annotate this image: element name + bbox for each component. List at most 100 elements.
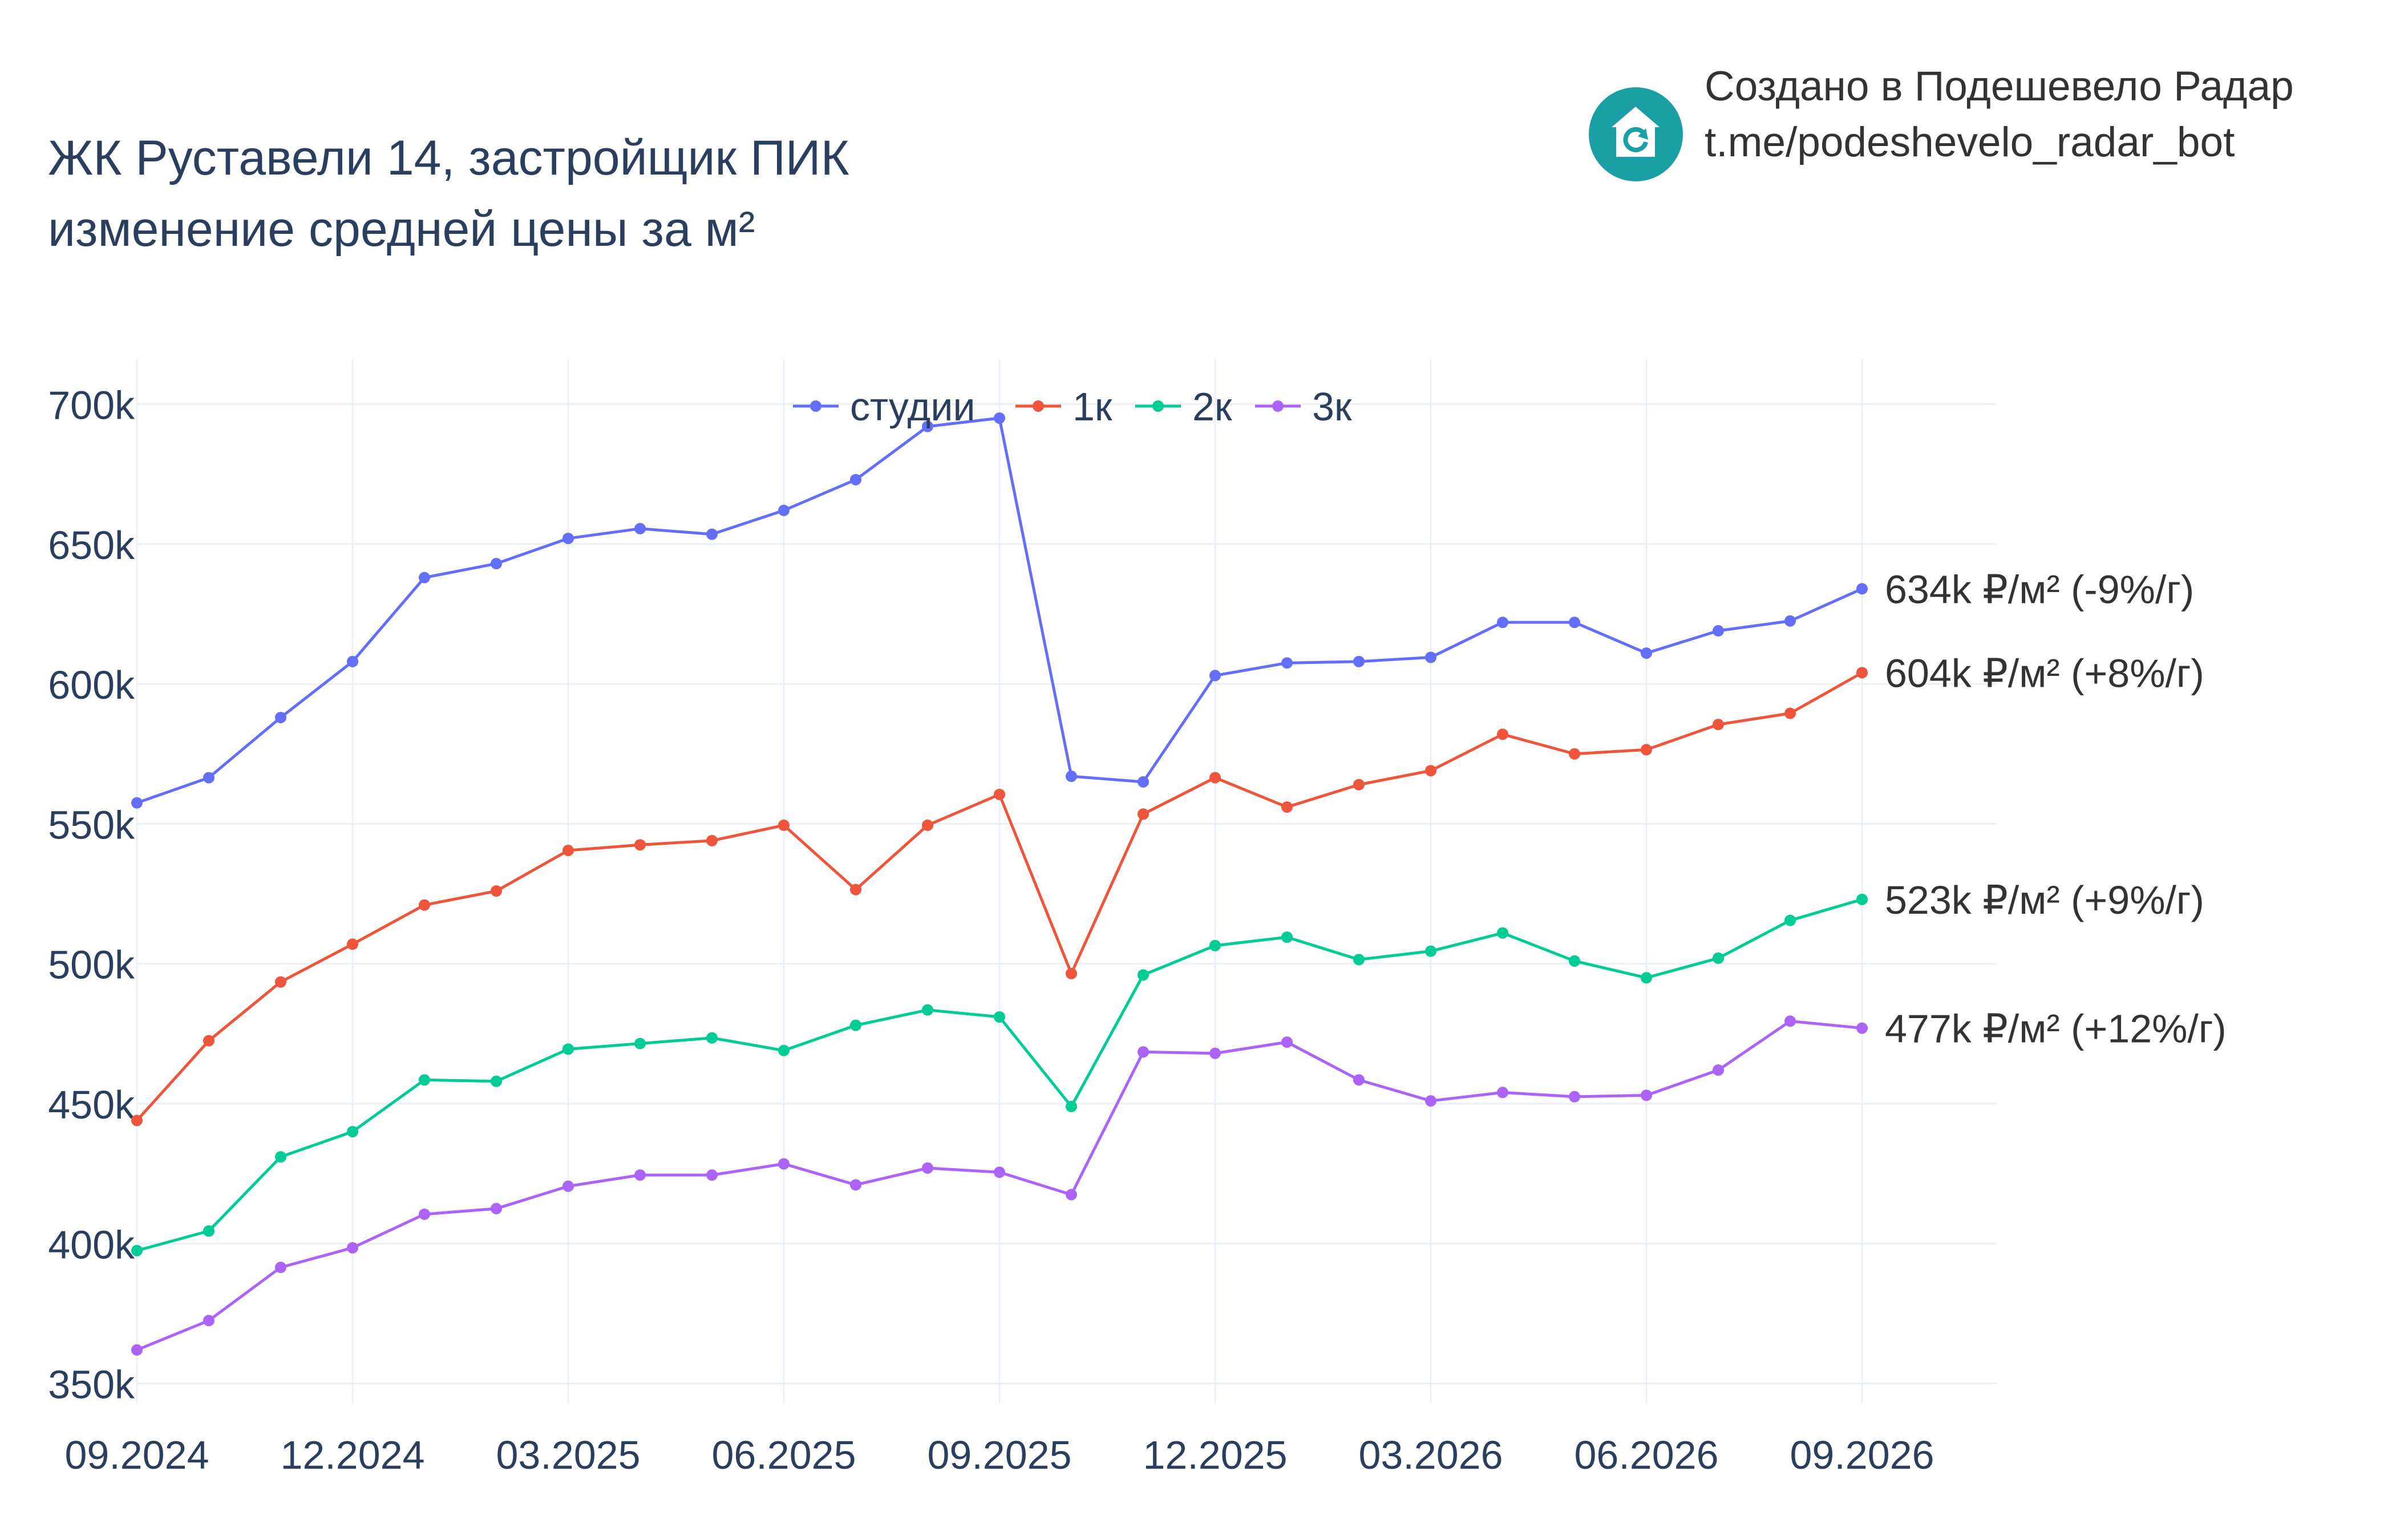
series-2 <box>131 893 1868 1257</box>
legend-label: 1к <box>1072 384 1112 429</box>
y-tick-label: 700k <box>48 383 135 427</box>
data-point <box>1066 967 1077 979</box>
data-point <box>1713 719 1724 731</box>
x-tick-label: 12.2024 <box>280 1433 424 1477</box>
x-tick-label: 03.2025 <box>496 1433 640 1477</box>
title-line-1: ЖК Руставели 14, застройщик ПИК <box>48 131 849 185</box>
data-point <box>1353 779 1365 791</box>
data-point <box>491 885 502 897</box>
data-point <box>1497 1087 1508 1099</box>
data-point <box>1641 744 1652 756</box>
data-point <box>994 1011 1005 1023</box>
data-point <box>850 1179 861 1191</box>
data-point <box>1569 617 1580 629</box>
data-point <box>1856 1022 1868 1034</box>
series-1 <box>131 667 1868 1126</box>
y-tick-label: 350k <box>48 1363 135 1407</box>
grid-layer <box>136 359 1997 1403</box>
data-point <box>1138 969 1149 981</box>
end-value-label: 523k ₽/м² (+9%/г) <box>1885 878 2204 922</box>
data-point <box>778 1044 790 1056</box>
data-point <box>1641 1089 1652 1101</box>
data-point <box>1281 801 1293 813</box>
data-point <box>419 1208 430 1220</box>
legend-item[interactable]: студии <box>793 384 976 429</box>
data-point <box>1138 776 1149 788</box>
legend-swatch-marker <box>1152 400 1164 412</box>
data-point <box>1281 931 1293 943</box>
data-point <box>562 1043 574 1055</box>
data-point <box>562 1180 574 1192</box>
data-point <box>1353 1074 1365 1086</box>
legend-item[interactable]: 1к <box>1015 384 1112 429</box>
data-point <box>1209 670 1221 682</box>
legend-swatch-marker <box>810 400 821 412</box>
data-point <box>203 1225 214 1237</box>
data-point <box>1784 707 1796 719</box>
data-point <box>634 522 646 534</box>
data-point <box>1066 771 1077 783</box>
data-point <box>275 711 286 723</box>
data-point <box>347 938 358 950</box>
legend-item[interactable]: 3к <box>1255 384 1352 429</box>
data-point <box>1641 972 1652 984</box>
series-layer <box>131 412 1868 1356</box>
legend-swatch-marker <box>1272 400 1284 412</box>
data-point <box>1713 1064 1724 1076</box>
data-point <box>634 1038 646 1049</box>
data-point <box>922 819 933 831</box>
data-point <box>419 899 430 911</box>
y-tick-label: 400k <box>48 1222 135 1267</box>
data-point <box>1138 1046 1149 1058</box>
data-point <box>347 655 358 667</box>
x-tick-label: 06.2025 <box>711 1433 856 1477</box>
data-point <box>275 1151 286 1163</box>
data-point <box>347 1242 358 1254</box>
data-point <box>922 1162 933 1174</box>
legend-item[interactable]: 2к <box>1135 384 1232 429</box>
data-point <box>491 1203 502 1215</box>
data-point <box>1138 808 1149 820</box>
data-point <box>203 1035 214 1047</box>
legend: студии 1к 2к 3к <box>793 384 1352 429</box>
data-point <box>922 1004 933 1016</box>
data-point <box>419 1074 430 1086</box>
data-point <box>275 1262 286 1274</box>
data-point <box>131 1245 143 1257</box>
data-point <box>706 1169 718 1181</box>
data-point <box>203 772 214 784</box>
data-point <box>1425 765 1436 777</box>
data-point <box>634 839 646 851</box>
credit-line-2: t.me/podeshevelo_radar_bot <box>1705 119 2235 165</box>
data-point <box>994 412 1005 424</box>
data-point <box>994 1166 1005 1178</box>
data-point <box>1066 1100 1077 1112</box>
data-point <box>1784 1015 1796 1027</box>
data-point <box>994 788 1005 800</box>
data-point <box>1497 617 1508 629</box>
data-point <box>1569 748 1580 760</box>
data-point <box>1281 1036 1293 1048</box>
data-point <box>850 473 861 485</box>
legend-swatch-marker <box>1033 400 1044 412</box>
end-label-layer: 634k ₽/м² (-9%/г) 604k ₽/м² (+8%/г) 523k ₽… <box>1885 567 2227 1051</box>
data-point <box>131 797 143 809</box>
data-point <box>131 1115 143 1126</box>
data-point <box>491 1075 502 1087</box>
data-point <box>1569 1091 1580 1103</box>
y-tick-label: 600k <box>48 663 135 707</box>
data-point <box>1281 657 1293 669</box>
end-value-label: 477k ₽/м² (+12%/г) <box>1885 1007 2227 1051</box>
end-value-label: 634k ₽/м² (-9%/г) <box>1885 567 2194 611</box>
data-point <box>1713 625 1724 637</box>
y-tick-label: 450k <box>48 1083 135 1127</box>
data-point <box>203 1315 214 1327</box>
data-point <box>1353 954 1365 966</box>
x-tick-label: 12.2025 <box>1143 1433 1287 1477</box>
data-point <box>1784 914 1796 926</box>
data-point <box>491 558 502 570</box>
data-point <box>1497 927 1508 939</box>
y-tick-label: 550k <box>48 803 135 847</box>
title-line-2: изменение средней цены за м² <box>48 202 755 257</box>
